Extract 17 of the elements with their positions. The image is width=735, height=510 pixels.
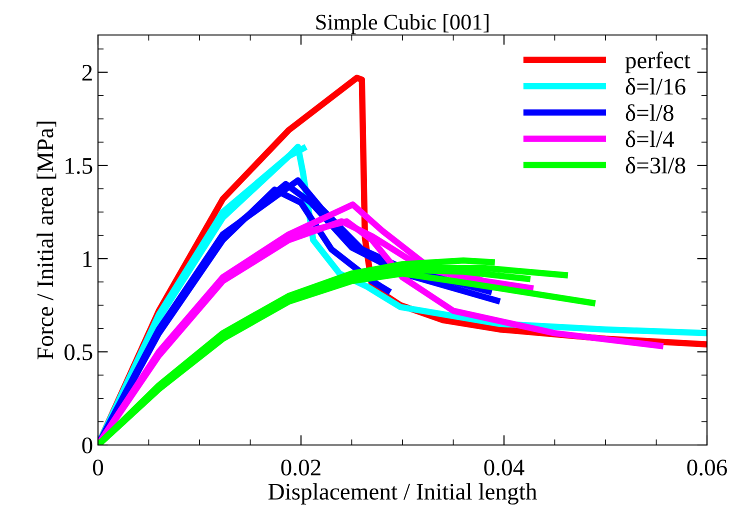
y-tick-label: 1.5 — [66, 158, 92, 174]
legend-label: perfect — [625, 52, 690, 74]
legend-label: δ=3l/8 — [626, 156, 686, 174]
y-tick-label: 0.5 — [64, 344, 92, 360]
y-axis-title: Force / Initial area [MPa] — [36, 122, 56, 360]
x-tick-label: 0.06 — [687, 460, 727, 476]
x-tick-label: 0.02 — [281, 460, 320, 476]
x-tick-label: 0 — [92, 460, 104, 476]
y-tick-label: 0 — [82, 437, 92, 454]
x-axis-title: Displacement / Initial length — [268, 483, 537, 505]
y-tick-label: 1 — [83, 251, 92, 267]
legend-label: δ=l/16 — [626, 78, 686, 95]
legend-label: δ=l/8 — [626, 104, 674, 121]
legend-label: δ=l/4 — [626, 130, 674, 148]
x-tick-label: 0.04 — [484, 460, 524, 476]
y-tick-label: 2 — [82, 64, 92, 80]
chart-title: Simple Cubic [001] — [316, 14, 488, 34]
